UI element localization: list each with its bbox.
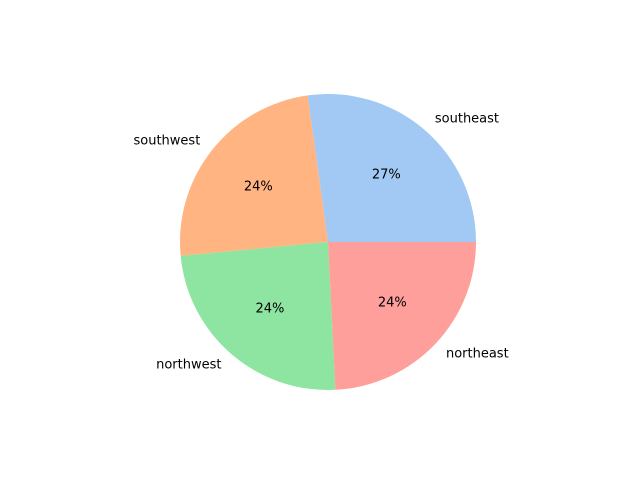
pie-slice-northeast xyxy=(328,242,476,390)
pie-slice-northwest xyxy=(180,242,336,390)
pie-slices xyxy=(180,93,476,390)
pie-percent-label-northwest: 24% xyxy=(255,302,284,317)
pie-percent-label-southwest: 24% xyxy=(244,179,273,194)
pie-slice-southeast xyxy=(307,93,476,242)
pie-labels: 27% southeast 24% southwest 24% northwest 24% n… xyxy=(133,112,508,373)
pie-category-label-northwest: northwest xyxy=(156,358,221,373)
pie-slice-southwest xyxy=(180,95,328,256)
pie-percent-label-northeast: 24% xyxy=(378,296,407,311)
pie-category-label-southeast: southeast xyxy=(435,112,499,127)
pie-category-label-northeast: northeast xyxy=(446,347,509,362)
pie-category-label-southwest: southwest xyxy=(133,134,200,149)
pie-percent-label-southeast: 27% xyxy=(372,168,401,183)
